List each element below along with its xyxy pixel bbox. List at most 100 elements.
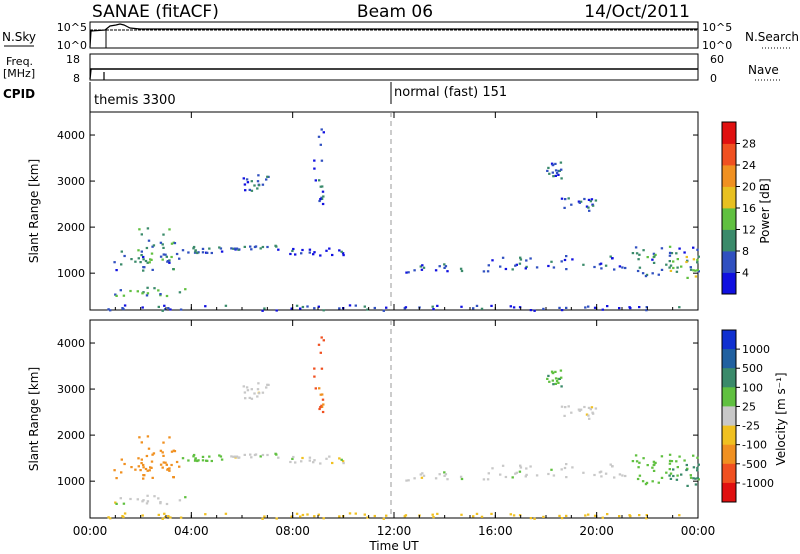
power-cell — [642, 249, 645, 252]
power-cell — [637, 258, 640, 261]
velocity-cell — [308, 459, 311, 462]
velocity-cell — [524, 475, 527, 478]
velocity-cell — [552, 383, 555, 386]
power-cell — [159, 255, 163, 258]
velocity-cell — [179, 516, 183, 519]
nsky-panel — [89, 21, 699, 49]
power-cell — [164, 308, 167, 311]
power-cell — [405, 271, 408, 274]
power-cell — [244, 189, 247, 192]
power-cell — [373, 306, 376, 310]
power-cell — [560, 168, 563, 171]
power-cell — [525, 259, 528, 262]
velocity-cell — [565, 463, 568, 466]
velocity-cell — [312, 461, 315, 464]
power-cell — [363, 305, 366, 308]
power-colorbar-label: Power [dB] — [758, 178, 772, 243]
velocity-cell — [560, 517, 564, 520]
power-echo-region — [242, 174, 270, 192]
velocity-cell — [518, 470, 522, 473]
velocity-cell — [249, 453, 252, 456]
power-cell — [300, 252, 303, 255]
velocity-cell — [150, 466, 153, 469]
power-cell — [145, 294, 149, 297]
power-cell — [697, 270, 700, 273]
power-cell — [321, 190, 325, 193]
power-cell — [319, 143, 322, 146]
power-cell — [250, 189, 254, 192]
power-cell — [669, 269, 673, 272]
power-cell — [250, 180, 253, 183]
power-plot-frame — [89, 111, 699, 311]
velocity-cell — [266, 453, 269, 457]
power-cell — [692, 269, 695, 272]
power-cell — [261, 183, 265, 186]
power-cell — [259, 247, 262, 250]
power-cell — [558, 169, 561, 172]
power-cell — [686, 276, 689, 279]
velocity-cell — [146, 435, 150, 438]
time-tick-label: 00:00 — [73, 524, 108, 538]
power-cell — [308, 248, 312, 251]
power-cell — [147, 239, 151, 242]
power-cell — [114, 293, 117, 296]
velocity-cell — [168, 469, 171, 472]
power-cell — [589, 200, 592, 203]
velocity-cell — [172, 476, 175, 479]
velocity-cell — [431, 513, 434, 516]
date-label: 14/Oct/2011 — [584, 2, 690, 22]
time-tick-label: 00:00 — [681, 524, 716, 538]
velocity-cell — [565, 514, 568, 517]
power-cell — [504, 267, 508, 271]
velocity-cell — [145, 454, 149, 458]
velocity-cell — [192, 455, 195, 458]
velocity-cell — [486, 478, 490, 481]
velocity-cell — [547, 374, 550, 377]
power-colorbar-tick-label: 20 — [742, 181, 756, 194]
power-cell — [475, 304, 479, 307]
power-cell — [342, 254, 345, 257]
velocity-cell — [153, 495, 156, 498]
power-cell — [460, 305, 463, 308]
velocity-cell — [122, 502, 126, 505]
power-colorbar-tick-label: 24 — [742, 159, 756, 172]
power-cell — [253, 184, 256, 187]
velocity-cell — [535, 474, 539, 477]
velocity-echo-region — [668, 463, 700, 487]
power-cell — [618, 307, 621, 310]
time-axis-label: Time UT — [368, 539, 419, 553]
velocity-cell — [480, 515, 484, 518]
velocity-cell — [571, 466, 574, 469]
power-cell — [157, 305, 160, 308]
velocity-cell — [599, 470, 603, 473]
power-cell — [459, 267, 463, 270]
velocity-cell — [636, 477, 640, 481]
power-cell — [646, 256, 649, 259]
power-cell — [689, 266, 692, 269]
power-cell — [320, 159, 324, 162]
velocity-cell — [651, 480, 654, 483]
velocity-cell — [237, 456, 240, 459]
power-cell — [153, 287, 156, 290]
power-cell — [599, 262, 603, 265]
nsky-tick-high: 10^5 — [57, 21, 87, 34]
cpid-entry-themis: themis 3300 — [94, 93, 176, 108]
power-colorbar-tick-label: 4 — [742, 267, 749, 280]
power-cell — [645, 306, 648, 309]
velocity-cell — [669, 472, 673, 475]
power-cell — [109, 309, 112, 312]
power-cell — [547, 264, 550, 268]
beam-label: Beam 06 — [357, 2, 433, 22]
power-cell — [170, 242, 174, 245]
nsky-label: N.Sky — [2, 30, 36, 44]
velocity-cell — [338, 457, 341, 460]
power-cell — [638, 253, 641, 256]
velocity-cell — [263, 515, 266, 518]
velocity-cell — [261, 391, 265, 394]
power-cell — [181, 249, 185, 252]
power-cell — [624, 266, 627, 270]
velocity-cell — [443, 471, 446, 474]
power-cell — [243, 183, 247, 186]
power-echo-region — [560, 197, 598, 212]
power-echo-region — [405, 263, 490, 274]
